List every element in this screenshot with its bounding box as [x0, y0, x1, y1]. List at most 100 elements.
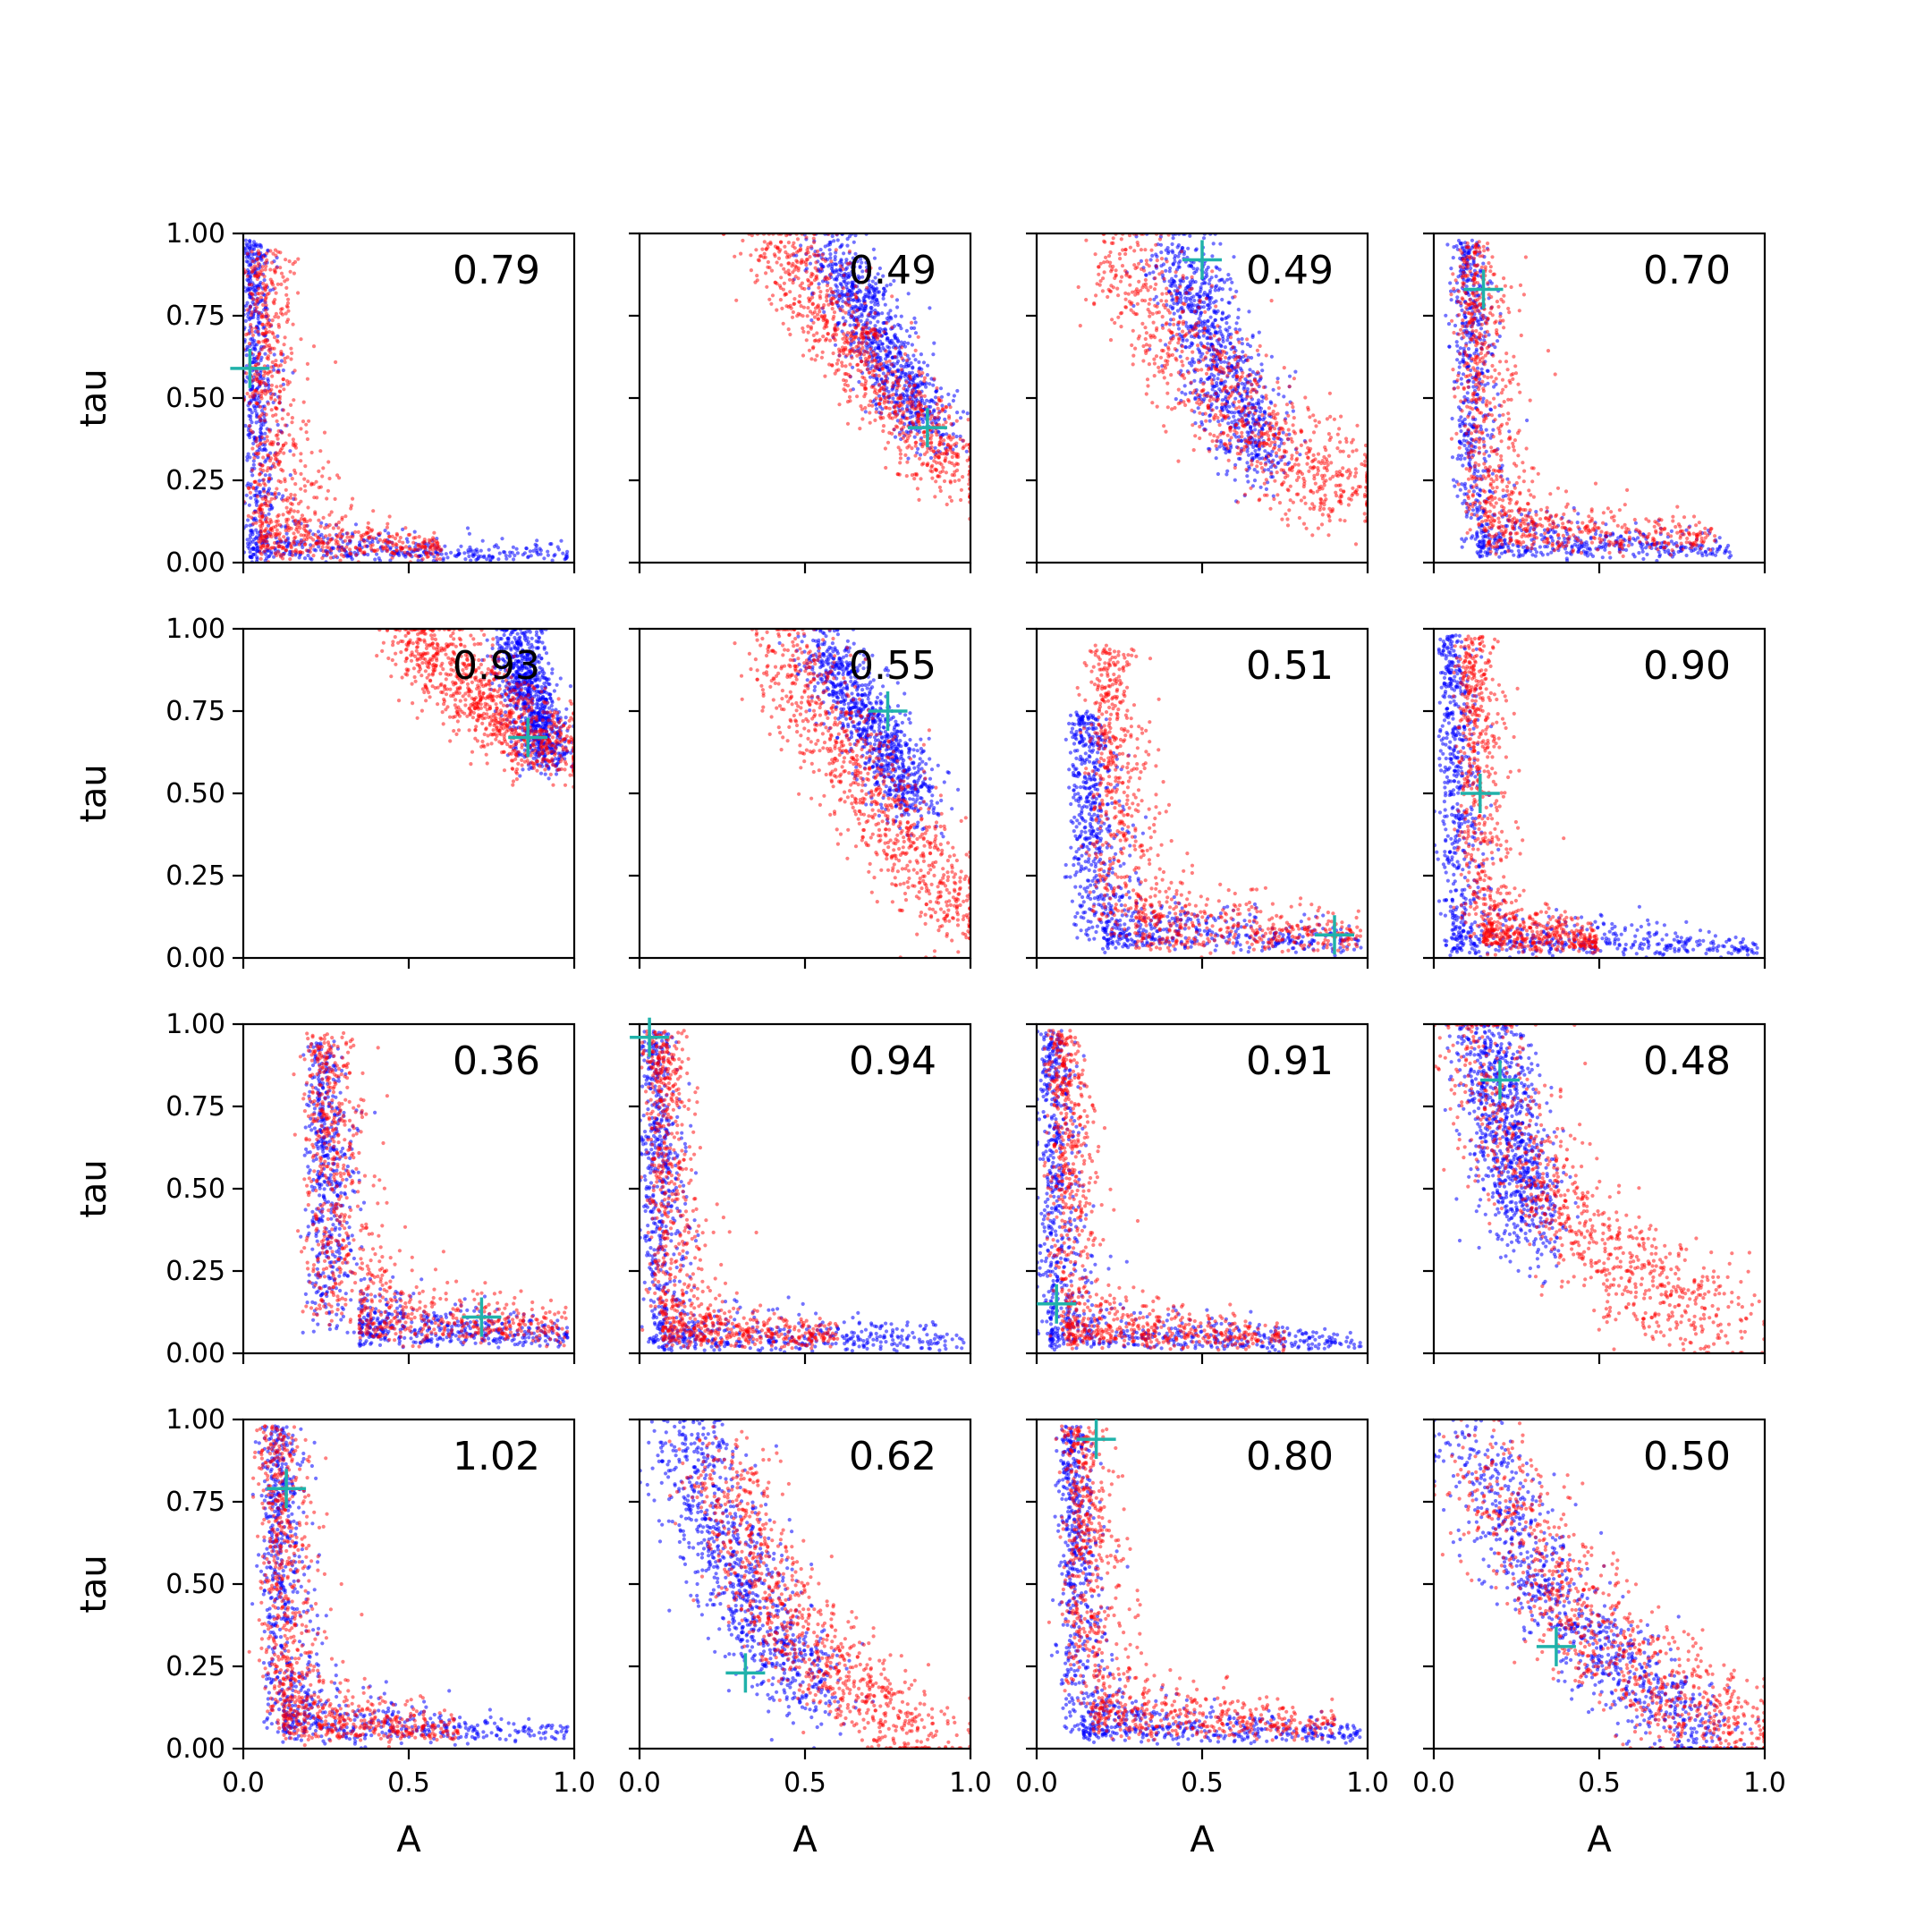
red-point — [258, 483, 262, 487]
blue-point — [1171, 297, 1175, 301]
red-point — [905, 460, 910, 464]
blue-point — [375, 552, 379, 556]
red-point — [1183, 402, 1188, 408]
red-point — [860, 382, 864, 386]
red-point — [1253, 405, 1258, 410]
red-point — [908, 399, 912, 403]
red-point — [253, 479, 258, 484]
red-point — [806, 306, 810, 310]
red-point — [1193, 322, 1199, 326]
blue-point — [1174, 284, 1178, 288]
blue-point — [469, 558, 473, 563]
red-point — [260, 514, 265, 519]
red-point — [270, 360, 275, 365]
blue-point — [1201, 236, 1207, 241]
red-point — [1216, 352, 1221, 357]
red-point — [1171, 318, 1176, 322]
blue-point — [373, 557, 377, 562]
red-point — [296, 257, 301, 261]
red-point — [891, 393, 895, 397]
blue-point — [917, 360, 921, 364]
red-point — [928, 447, 933, 453]
red-point — [276, 364, 281, 369]
blue-point — [1208, 331, 1212, 335]
blue-point — [1201, 334, 1206, 338]
blue-point — [528, 549, 532, 554]
red-point — [933, 467, 937, 471]
red-point — [825, 288, 830, 293]
blue-point — [1252, 479, 1258, 483]
red-point — [867, 312, 871, 317]
red-point — [1232, 400, 1236, 404]
red-point — [284, 378, 290, 383]
blue-point — [921, 360, 927, 365]
red-point — [1249, 486, 1253, 490]
red-point — [950, 454, 954, 460]
red-point — [863, 360, 868, 364]
blue-point — [835, 275, 840, 279]
red-point — [260, 291, 265, 295]
red-point — [266, 492, 270, 496]
red-point — [304, 548, 309, 553]
blue-point — [1247, 309, 1251, 314]
blue-point — [1210, 387, 1215, 392]
blue-point — [1199, 285, 1203, 290]
red-point — [291, 262, 295, 267]
red-point — [937, 485, 942, 490]
red-point — [861, 326, 866, 331]
red-point — [887, 411, 893, 416]
red-point — [250, 446, 255, 451]
blue-point — [1222, 280, 1227, 284]
red-point — [1213, 412, 1218, 418]
blue-point — [959, 416, 963, 420]
red-point — [266, 402, 271, 406]
blue-point — [794, 253, 799, 258]
blue-point — [246, 259, 250, 264]
red-point — [265, 539, 269, 544]
blue-point — [951, 432, 955, 436]
red-point — [838, 307, 843, 311]
red-point — [317, 485, 321, 490]
red-point — [1131, 362, 1135, 367]
blue-point — [925, 398, 929, 402]
blue-point — [1207, 327, 1211, 332]
blue-point — [249, 482, 253, 487]
red-point — [436, 553, 440, 557]
red-point — [885, 321, 889, 326]
red-point — [277, 397, 282, 402]
blue-point — [1211, 321, 1216, 326]
red-point — [1212, 347, 1216, 352]
blue-point — [1171, 236, 1175, 241]
red-point — [1224, 355, 1228, 360]
red-point — [265, 435, 269, 439]
red-point — [769, 301, 774, 306]
red-point — [1157, 272, 1162, 276]
red-point — [856, 362, 860, 367]
red-point — [278, 266, 283, 270]
blue-point — [1148, 271, 1152, 275]
red-point — [264, 308, 268, 312]
red-point — [276, 428, 281, 434]
red-point — [1162, 376, 1166, 380]
red-point — [1335, 432, 1340, 436]
blue-point — [865, 265, 869, 269]
red-point — [267, 429, 272, 434]
blue-point — [1267, 468, 1271, 472]
blue-point — [951, 398, 955, 403]
red-point — [280, 417, 284, 421]
blue-point — [1208, 305, 1212, 309]
red-point — [253, 302, 258, 307]
blue-point — [254, 500, 258, 504]
red-point — [349, 506, 353, 511]
blue-point — [1222, 360, 1226, 364]
red-point — [301, 538, 307, 542]
red-point — [1284, 471, 1288, 476]
red-point — [1140, 298, 1145, 302]
blue-point — [1151, 270, 1156, 275]
red-point — [1280, 454, 1284, 459]
red-point — [1109, 269, 1114, 274]
red-point — [815, 312, 820, 317]
blue-point — [903, 371, 908, 376]
blue-point — [896, 368, 901, 372]
